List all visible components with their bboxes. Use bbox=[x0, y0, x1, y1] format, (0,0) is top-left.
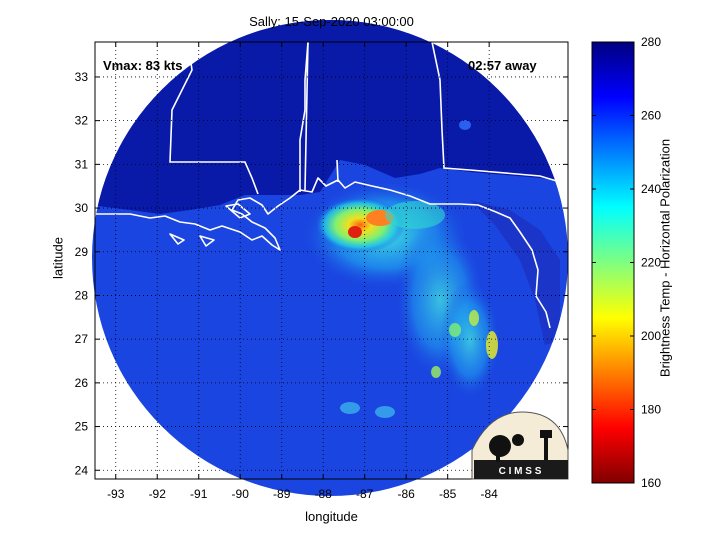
rain-band-east bbox=[385, 201, 445, 229]
colorbar-tick-label: 280 bbox=[641, 35, 661, 49]
microwave-swath bbox=[92, 20, 568, 496]
graticule bbox=[95, 42, 568, 479]
convective-cell-6 bbox=[375, 406, 395, 418]
boundary-ms-al bbox=[299, 42, 309, 192]
x-tick-label: -92 bbox=[149, 487, 167, 501]
eyewall-core bbox=[315, 197, 405, 253]
x-tick-label: -93 bbox=[107, 487, 125, 501]
vmax-label: Vmax: 83 kts bbox=[103, 58, 183, 73]
colorbar-tick-label: 220 bbox=[641, 256, 661, 270]
axes-frame bbox=[94, 41, 569, 480]
y-tick-label: 24 bbox=[75, 463, 89, 477]
boundary-al-fl bbox=[336, 159, 339, 183]
cimss-logo: C I M S S bbox=[471, 411, 569, 480]
colorbar-tick-label: 160 bbox=[641, 476, 661, 490]
louisiana-marsh-2 bbox=[199, 235, 215, 247]
y-tick-label: 27 bbox=[75, 332, 89, 346]
x-tick-label: -89 bbox=[273, 487, 291, 501]
x-tick-label: -88 bbox=[315, 487, 333, 501]
y-tick-label: 28 bbox=[75, 288, 89, 302]
x-tick-label: -87 bbox=[356, 487, 374, 501]
y-tick-label: 30 bbox=[75, 201, 89, 215]
y-tick-label: 33 bbox=[75, 70, 89, 84]
convective-cell-3 bbox=[449, 323, 461, 337]
colorbar bbox=[591, 41, 635, 484]
convective-cell-5 bbox=[340, 402, 360, 414]
x-tick-label: -91 bbox=[190, 487, 208, 501]
x-axis-label: longitude bbox=[305, 509, 358, 524]
colorbar-ticks: 160 180 200 220 240 260 280 bbox=[592, 35, 661, 490]
y-tick-label: 26 bbox=[75, 376, 89, 390]
y-axis-label: latitude bbox=[50, 237, 66, 279]
louisiana-bay bbox=[225, 203, 251, 219]
state-boundaries bbox=[169, 42, 561, 195]
inland-echo bbox=[459, 120, 471, 130]
rain-band-southeast bbox=[440, 280, 500, 400]
y-tick-label: 29 bbox=[75, 245, 89, 259]
colorbar-tick-label: 240 bbox=[641, 182, 661, 196]
florida-land-field bbox=[470, 200, 560, 345]
y-tick-label: 32 bbox=[75, 114, 89, 128]
coastlines bbox=[95, 177, 551, 329]
y-axis-ticks: 24 25 26 27 28 29 30 31 32 33 bbox=[75, 70, 568, 477]
convective-cell-1 bbox=[486, 331, 498, 359]
louisiana-marsh-1 bbox=[169, 233, 185, 245]
gulf-coastline bbox=[95, 177, 551, 329]
logo-text: C I M S S bbox=[499, 466, 542, 477]
convective-cell-4 bbox=[431, 366, 441, 378]
x-tick-label: -90 bbox=[232, 487, 250, 501]
x-tick-label: -85 bbox=[439, 487, 457, 501]
colorbar-tick-label: 200 bbox=[641, 329, 661, 343]
x-tick-label: -84 bbox=[480, 487, 498, 501]
boundary-ms-al-inner bbox=[304, 42, 309, 191]
colorbar-tick-label: 180 bbox=[641, 403, 661, 417]
convective-cell-2 bbox=[469, 310, 479, 326]
eyewall-hotspot-center bbox=[348, 226, 362, 238]
y-tick-label: 31 bbox=[75, 157, 89, 171]
land-field bbox=[92, 20, 568, 214]
colorbar-label: Brightness Temp - Horizontal Polarizatio… bbox=[657, 138, 673, 378]
colorbar-tick-label: 260 bbox=[641, 109, 661, 123]
x-tick-label: -86 bbox=[398, 487, 416, 501]
x-axis-ticks: -93 -92 -91 -90 -89 -88 -87 -86 -85 -84 bbox=[107, 42, 498, 501]
y-tick-label: 25 bbox=[75, 420, 89, 434]
time-offset-label: 02:57 away bbox=[468, 58, 537, 73]
boundary-ar-la bbox=[169, 42, 259, 195]
chart-title: Sally: 15-Sep-2020 03:00:00 bbox=[249, 14, 414, 29]
boundary-al-ga-fl bbox=[431, 42, 561, 183]
